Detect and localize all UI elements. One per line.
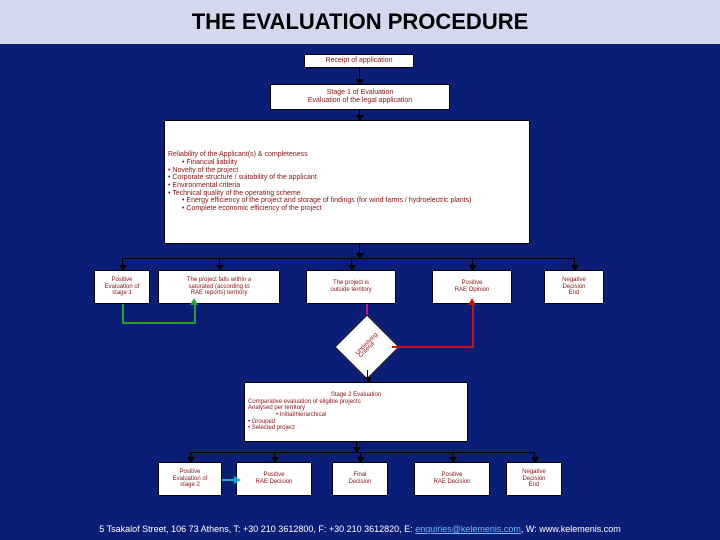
criteria-l6: • Technical quality of the operating sch… bbox=[168, 190, 526, 198]
fanout-drop-5 bbox=[574, 258, 575, 270]
slide-title: THE EVALUATION PROCEDURE bbox=[192, 9, 529, 35]
node-row2-final-decision: Final Decision bbox=[332, 462, 388, 496]
criteria-l4: • Corporate structure / suitability of t… bbox=[168, 174, 526, 182]
arrow-diamond-to-stage2 bbox=[367, 370, 368, 382]
fanout2-stem bbox=[356, 442, 357, 452]
footer-text-1: 5 Tsakalof Street, 106 73 Athens, T: +30… bbox=[99, 524, 415, 534]
node-stage2: Stage 2 Evaluation Comparative evaluatio… bbox=[244, 382, 468, 442]
fanout-horizontal bbox=[122, 258, 574, 259]
fanout-drop-2 bbox=[219, 258, 220, 270]
footer-email-link[interactable]: enquiries@kelemenis.com bbox=[415, 524, 521, 534]
fanout2-horizontal bbox=[190, 452, 534, 453]
footer: 5 Tsakalof Street, 106 73 Athens, T: +30… bbox=[0, 518, 720, 540]
criteria-l2: • Financial liability bbox=[168, 159, 526, 167]
node-row1-positive-stage1: Positive Evaluation of stage 1 bbox=[94, 270, 150, 304]
node-row2-positive-stage2: Positive Evaluation of stage 2 bbox=[158, 462, 222, 496]
fanout2-drop-1 bbox=[190, 452, 191, 462]
node-row1-saturated: The project falls within a saturated (ac… bbox=[158, 270, 280, 304]
fanout-drop-4 bbox=[472, 258, 473, 270]
node-stage1-header: Stage 1 of Evaluation Evaluation of the … bbox=[270, 84, 450, 110]
title-bar: THE EVALUATION PROCEDURE bbox=[0, 0, 720, 44]
criteria-l8: • Complete economic efficiency of the pr… bbox=[168, 205, 526, 213]
fanout-drop-1 bbox=[122, 258, 123, 270]
criteria-l1: Reliability of the Applicant(s) & comple… bbox=[168, 151, 526, 159]
footer-text-2: , W: www.kelemenis.com bbox=[521, 524, 621, 534]
fanout2-drop-2 bbox=[274, 452, 275, 462]
slide-root: THE EVALUATION PROCEDURE Receipt of appl… bbox=[0, 0, 720, 540]
arrow-receipt-to-stage1 bbox=[359, 68, 360, 84]
fanout2-drop-4 bbox=[452, 452, 453, 462]
fanout-drop-3 bbox=[351, 258, 352, 270]
fanout2-drop-3 bbox=[360, 452, 361, 462]
node-criteria: Reliability of the Applicant(s) & comple… bbox=[164, 120, 530, 244]
arrow-stage1-to-criteria bbox=[359, 110, 360, 120]
node-row2-positive-rae-a: Positive RAE Decision bbox=[236, 462, 312, 496]
stage1-line2: Evaluation of the legal application bbox=[274, 97, 446, 105]
criteria-l3: • Novelty of the project bbox=[168, 167, 526, 175]
node-row2-positive-rae-b: Positive RAE Decision bbox=[414, 462, 490, 496]
node-row1-negative-end: Negative Decision End bbox=[544, 270, 604, 304]
flowchart-area: Receipt of application Stage 1 of Evalua… bbox=[0, 44, 720, 518]
fanout-stem bbox=[359, 244, 360, 258]
criteria-l5: • Environmental criteria bbox=[168, 182, 526, 190]
stage1-line1: Stage 1 of Evaluation bbox=[274, 89, 446, 97]
node-receipt-text: Receipt of application bbox=[308, 57, 410, 65]
node-receipt: Receipt of application bbox=[304, 54, 414, 68]
fanout2-drop-5 bbox=[534, 452, 535, 462]
criteria-l7: • Energy efficiency of the project and s… bbox=[168, 197, 526, 205]
node-row2-negative-end: Negative Decision End bbox=[506, 462, 562, 496]
node-row1-outside: The project is outside territory bbox=[306, 270, 396, 304]
